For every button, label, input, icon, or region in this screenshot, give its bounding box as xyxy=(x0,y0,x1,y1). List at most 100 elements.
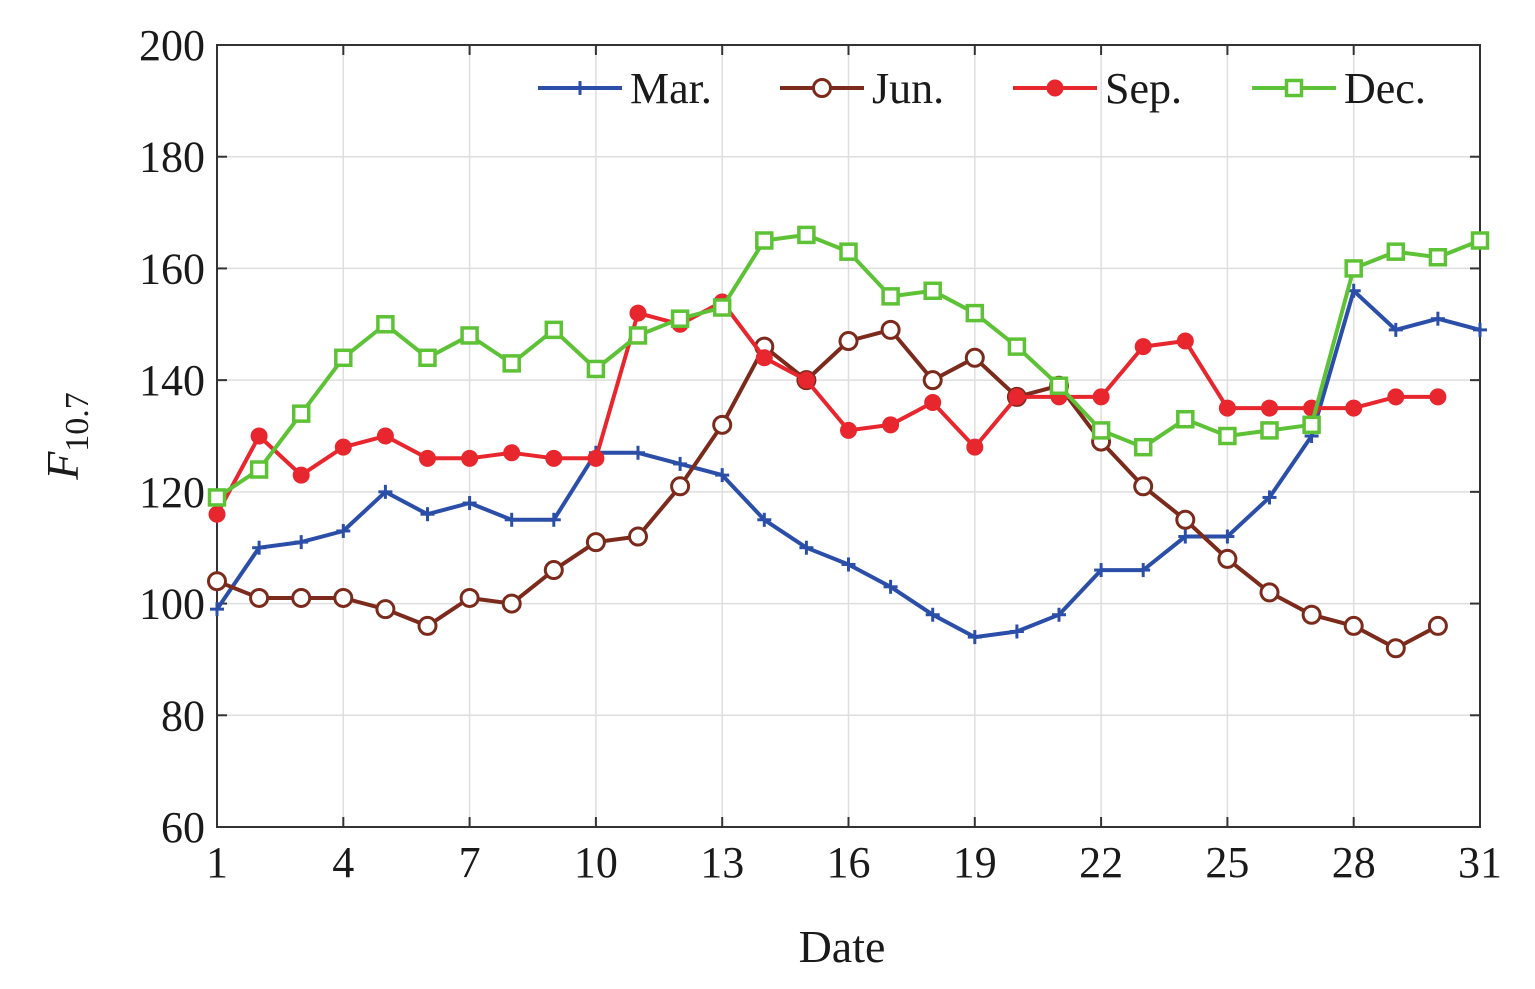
x-tick-label: 22 xyxy=(1079,838,1123,887)
data-point xyxy=(501,593,522,614)
data-point xyxy=(1301,604,1322,625)
data-point xyxy=(967,630,982,645)
data-point xyxy=(1430,311,1445,326)
data-point xyxy=(712,298,732,317)
data-point xyxy=(839,242,858,261)
data-point xyxy=(1259,582,1280,603)
data-point xyxy=(1343,615,1364,636)
data-point xyxy=(1136,563,1151,578)
data-point xyxy=(294,535,309,550)
data-point xyxy=(1175,509,1196,530)
y-axis-title-subscript: 10.7 xyxy=(59,392,96,452)
data-point xyxy=(1260,421,1279,440)
data-point xyxy=(629,304,647,322)
x-tick-label: 13 xyxy=(700,838,744,887)
series-dec xyxy=(207,225,1490,507)
y-tick-label: 200 xyxy=(139,21,205,70)
y-tick-label: 140 xyxy=(139,356,205,405)
data-point xyxy=(841,557,856,572)
data-point xyxy=(840,421,857,439)
data-point xyxy=(1473,322,1487,337)
data-point xyxy=(1176,332,1194,350)
legend-label: Sep. xyxy=(1105,64,1182,113)
data-point xyxy=(419,449,436,467)
data-point xyxy=(670,309,690,328)
data-point xyxy=(880,319,901,340)
data-point xyxy=(670,476,691,497)
data-point xyxy=(628,526,648,547)
data-point xyxy=(208,505,226,523)
data-point xyxy=(966,438,984,456)
data-point xyxy=(1302,415,1321,435)
data-point xyxy=(757,512,772,527)
data-point xyxy=(1218,426,1237,446)
data-point xyxy=(1470,231,1490,250)
data-point xyxy=(1220,529,1235,544)
data-point xyxy=(1386,242,1406,261)
data-point xyxy=(546,512,561,527)
data-point xyxy=(291,404,311,423)
data-point xyxy=(964,347,985,368)
data-point xyxy=(965,303,985,323)
data-point xyxy=(924,393,942,411)
axes: 1 4 7 10 13 16 19 22 25 28 31 60 80 100 120 140 160 180 20… xyxy=(139,21,1502,887)
series-sep xyxy=(208,293,1447,523)
legend-item: Dec. xyxy=(1252,64,1426,113)
x-tick-label: 28 xyxy=(1332,838,1376,887)
x-tick-label: 4 xyxy=(332,838,354,887)
x-tick-label: 16 xyxy=(827,838,871,887)
data-point xyxy=(631,445,645,460)
data-point xyxy=(1344,259,1363,278)
y-tick-label: 60 xyxy=(161,803,205,852)
data-point xyxy=(418,348,437,368)
data-point xyxy=(378,484,393,499)
data-point xyxy=(249,587,270,608)
data-point xyxy=(207,571,227,592)
legend-label: Dec. xyxy=(1344,64,1426,113)
x-tick-label: 19 xyxy=(953,838,997,887)
legend-label: Jun. xyxy=(872,64,944,113)
x-axis-title: Date xyxy=(799,921,886,972)
x-tick-label: 7 xyxy=(459,838,481,887)
data-point xyxy=(586,359,606,379)
data-point xyxy=(504,512,519,527)
data-point xyxy=(1387,388,1405,406)
data-point xyxy=(417,615,438,636)
legend-swatch-marker xyxy=(1284,78,1304,98)
y-tick-label: 100 xyxy=(139,580,205,629)
series-mar xyxy=(210,283,1487,645)
data-point xyxy=(249,460,269,479)
series-layer xyxy=(207,225,1490,659)
data-point xyxy=(1049,376,1069,395)
data-point xyxy=(502,354,521,373)
data-point xyxy=(1091,421,1111,440)
data-point xyxy=(544,320,564,340)
y-axis-title-main: F xyxy=(37,451,88,481)
data-point xyxy=(883,579,898,594)
data-point xyxy=(881,287,900,306)
x-tick-label: 10 xyxy=(574,838,618,887)
data-point xyxy=(712,414,733,435)
y-tick-label: 120 xyxy=(139,468,205,517)
data-point xyxy=(797,225,816,245)
data-point xyxy=(1261,399,1278,417)
data-point xyxy=(336,523,351,538)
data-point xyxy=(1345,399,1363,417)
data-point xyxy=(797,371,815,389)
data-point xyxy=(375,599,396,620)
data-point xyxy=(587,449,605,467)
data-point xyxy=(461,449,479,467)
data-point xyxy=(1133,476,1154,497)
data-point xyxy=(545,449,563,467)
x-tick-label: 1 xyxy=(206,838,228,887)
data-point xyxy=(1388,322,1403,337)
data-point xyxy=(462,496,477,511)
legend-swatch-marker xyxy=(812,78,832,98)
data-point xyxy=(543,560,564,581)
data-point xyxy=(1134,338,1152,356)
data-point xyxy=(755,349,773,367)
data-point xyxy=(1217,548,1238,569)
data-point xyxy=(755,231,774,250)
legend-item: Sep. xyxy=(1013,64,1182,113)
data-point xyxy=(207,488,227,507)
